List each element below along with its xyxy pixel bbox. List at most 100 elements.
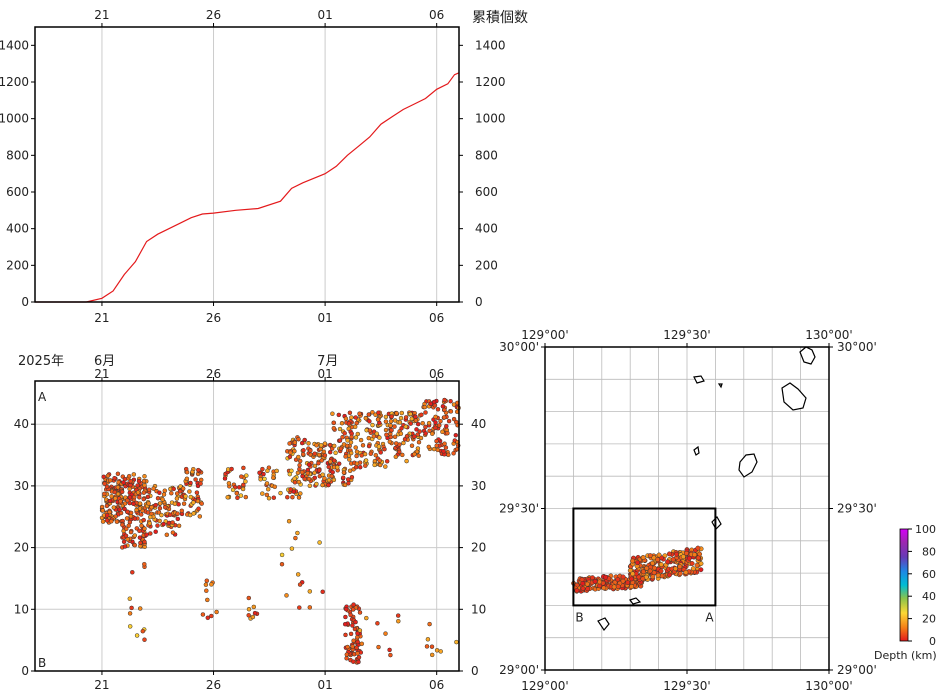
quake-point <box>419 412 424 418</box>
quake-point <box>159 512 164 518</box>
epicenter-point <box>635 560 640 566</box>
quake-point <box>346 480 351 486</box>
quake-point <box>357 628 363 633</box>
quake-point <box>155 495 161 501</box>
quake-point <box>318 446 323 452</box>
quake-point <box>302 437 307 443</box>
quake-point <box>119 489 125 495</box>
quake-point <box>412 434 417 439</box>
st-xtick-label-top: 26 <box>206 367 221 381</box>
quake-point <box>109 519 114 524</box>
quake-point <box>418 435 424 441</box>
quake-point <box>112 489 118 495</box>
cum-ytick-label-left: 400 <box>6 222 29 236</box>
quake-point <box>378 450 383 455</box>
epicenter-point <box>647 553 653 559</box>
quake-point <box>170 530 176 535</box>
quake-point <box>347 410 353 416</box>
quake-point <box>149 504 154 510</box>
quake-point <box>141 490 147 495</box>
quake-point <box>376 410 381 415</box>
quake-point <box>435 447 441 453</box>
quake-point <box>434 438 439 444</box>
quake-point <box>102 481 107 486</box>
quake-point <box>261 471 266 477</box>
quake-point <box>241 465 246 471</box>
quake-point <box>442 407 447 413</box>
quake-point <box>226 481 232 486</box>
map-lon-label-top: 129°30' <box>663 328 710 342</box>
st-xtick-label-bottom: 21 <box>94 678 109 690</box>
quake-point <box>122 501 128 506</box>
quake-point <box>355 431 361 437</box>
quake-point <box>422 404 428 410</box>
quake-point <box>415 432 420 437</box>
quake-point <box>209 582 214 587</box>
quake-point <box>451 451 456 456</box>
quake-point <box>308 448 313 453</box>
quake-point <box>145 494 151 500</box>
cum-ytick-label-right: 600 <box>475 185 498 199</box>
quake-point <box>293 535 298 541</box>
quake-point <box>387 439 393 445</box>
quake-point <box>445 430 450 436</box>
quake-point <box>338 446 344 451</box>
quake-point <box>354 461 360 466</box>
quake-point <box>214 609 219 615</box>
quake-point <box>296 479 302 485</box>
quake-point <box>162 504 168 510</box>
quake-point <box>105 473 111 479</box>
quake-point <box>318 443 324 448</box>
quake-point <box>423 410 428 415</box>
quake-point <box>329 473 335 479</box>
quake-point <box>348 450 354 456</box>
quake-point <box>296 495 302 500</box>
quake-point <box>296 436 301 442</box>
quake-point <box>349 415 354 420</box>
quake-point <box>326 464 331 470</box>
quake-point <box>328 459 333 464</box>
quake-point <box>355 651 360 656</box>
quake-point <box>351 602 356 607</box>
quake-point <box>271 475 276 480</box>
quake-point <box>204 578 210 583</box>
epicenter-point <box>680 554 686 560</box>
epicenter-point <box>636 574 642 580</box>
quake-point <box>240 486 246 492</box>
colorbar-tick-label: 60 <box>922 568 936 581</box>
quake-point <box>115 485 121 490</box>
epicenter-point <box>640 555 646 560</box>
quake-point <box>367 428 373 433</box>
quake-point <box>354 453 359 459</box>
quake-point <box>297 605 302 610</box>
quake-point <box>427 621 432 627</box>
quake-point <box>157 490 162 495</box>
quake-point <box>142 637 147 642</box>
epicenter-point <box>640 576 646 582</box>
quake-point <box>312 451 317 456</box>
quake-point <box>196 467 201 473</box>
quake-point <box>120 522 125 528</box>
quake-point <box>288 487 293 492</box>
quake-point <box>377 435 382 440</box>
quake-point <box>343 454 348 459</box>
quake-point <box>162 488 168 493</box>
quake-point <box>393 454 399 460</box>
quake-point <box>155 523 160 528</box>
island-outlines <box>597 346 816 632</box>
quake-point <box>316 452 322 458</box>
quake-point <box>366 412 372 417</box>
quake-point <box>146 501 151 506</box>
cum-xtick-label-top: 26 <box>206 8 221 22</box>
quake-point <box>353 445 358 450</box>
epicenter-point <box>640 569 646 575</box>
cum-xtick-label-top: 21 <box>94 8 109 22</box>
space-time-frame <box>34 380 460 672</box>
quake-point <box>348 440 354 445</box>
quake-point <box>131 501 136 507</box>
quake-point <box>312 463 318 469</box>
cum-ytick-label-left: 1000 <box>0 112 29 126</box>
quake-point <box>368 451 374 456</box>
epicenter-point <box>585 586 591 592</box>
